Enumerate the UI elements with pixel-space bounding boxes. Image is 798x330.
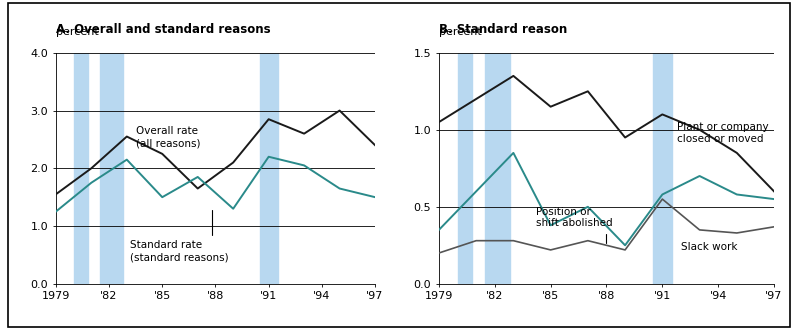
Text: B. Standard reason: B. Standard reason — [439, 23, 567, 36]
Bar — [260, 53, 278, 284]
Text: Overall rate
(all reasons): Overall rate (all reasons) — [136, 126, 200, 148]
Bar — [457, 53, 472, 284]
Bar — [73, 53, 88, 284]
Bar — [653, 53, 672, 284]
Text: Slack work: Slack work — [681, 242, 737, 252]
Text: Position or
shift abolished: Position or shift abolished — [535, 207, 612, 243]
Text: percent: percent — [56, 27, 99, 37]
Bar — [101, 53, 123, 284]
Text: percent: percent — [439, 27, 482, 37]
Text: Plant or company
closed or moved: Plant or company closed or moved — [678, 122, 768, 144]
Bar — [485, 53, 510, 284]
Text: A. Overall and standard reasons: A. Overall and standard reasons — [56, 23, 271, 36]
Text: Standard rate
(standard reasons): Standard rate (standard reasons) — [130, 210, 229, 262]
